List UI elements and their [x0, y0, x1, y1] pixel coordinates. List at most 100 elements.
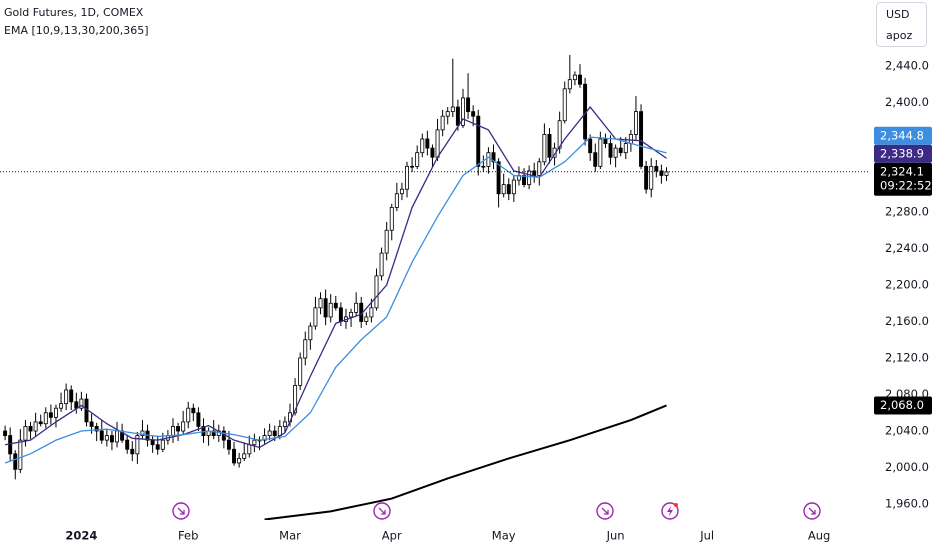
candle-body: [466, 97, 471, 113]
candle-body: [48, 412, 53, 418]
candle-body: [486, 152, 491, 167]
candle-body: [664, 171, 669, 176]
candle-body: [379, 252, 384, 277]
candle-body: [282, 421, 287, 427]
candle-body: [69, 389, 74, 403]
candle-body: [598, 138, 603, 167]
candle-body: [338, 307, 343, 322]
event-icon[interactable]: [172, 502, 190, 520]
candle-body: [450, 106, 455, 113]
x-tick-label: Feb: [178, 529, 198, 543]
candle-body: [125, 439, 130, 450]
candle-body: [171, 426, 175, 436]
candle-body: [104, 435, 109, 441]
candle-body: [140, 430, 145, 436]
candle-body: [323, 298, 328, 318]
x-tick-label: 2024: [65, 529, 97, 543]
y-tick-label: 2,400.0: [885, 95, 929, 109]
candle-body: [94, 426, 99, 432]
candle-body: [89, 421, 94, 427]
candle-body: [537, 161, 542, 176]
currency-box[interactable]: [876, 2, 927, 47]
candle-body: [59, 403, 64, 409]
event-icon[interactable]: [661, 502, 679, 520]
candle-body: [384, 229, 389, 254]
candle-body: [328, 302, 333, 318]
candle-body: [578, 74, 582, 85]
candle-body: [135, 435, 140, 455]
candle-body: [455, 106, 460, 126]
candle-body: [3, 430, 8, 436]
candle-body: [389, 207, 394, 231]
candle-body: [374, 275, 379, 309]
chart-title: Gold Futures, 1D, COMEX: [4, 6, 144, 19]
candle-body: [237, 457, 242, 464]
candle-body: [53, 407, 58, 418]
candle-body: [38, 421, 43, 425]
candle-body: [252, 439, 257, 446]
x-tick-label: Aug: [808, 529, 830, 543]
candle-body: [522, 175, 527, 186]
candle-body: [476, 115, 481, 167]
countdown-label: 09:22:52: [880, 178, 932, 192]
candle-body: [303, 339, 308, 359]
candle-body: [394, 193, 399, 208]
event-icon[interactable]: [373, 502, 391, 520]
x-tick-label: Mar: [279, 529, 301, 543]
candle-body: [28, 426, 33, 432]
candle-body: [64, 389, 69, 405]
y-tick-label: 2,160.0: [885, 314, 929, 328]
y-tick-label: 2,040.0: [885, 424, 929, 438]
candle-body: [191, 407, 196, 414]
series-last-box: [874, 144, 932, 163]
scale-mode[interactable]: apoz: [886, 29, 912, 42]
x-tick-label: Apr: [382, 529, 402, 543]
candle-body: [333, 302, 338, 309]
series-last-label: 2,338.9: [880, 146, 924, 160]
candle-body: [506, 184, 511, 195]
candle-body: [18, 439, 23, 470]
candle-body: [293, 384, 298, 414]
last-price-box: [874, 162, 932, 196]
candle-body: [420, 138, 425, 154]
candle-body: [481, 165, 486, 168]
candle-body: [613, 147, 618, 158]
candle-body: [130, 448, 135, 455]
last-price-label: 2,324.1: [880, 164, 924, 178]
candle-body: [567, 79, 572, 90]
candle-body: [445, 111, 450, 117]
candle-body: [267, 430, 272, 436]
candle-body: [415, 152, 420, 167]
candle-body: [491, 152, 496, 163]
event-icons: [172, 502, 821, 520]
event-icon[interactable]: [596, 502, 614, 520]
candle-body: [8, 435, 13, 455]
candle-body: [440, 115, 445, 131]
event-icon[interactable]: [803, 502, 821, 520]
candle-body: [572, 74, 577, 81]
candle-body: [369, 307, 374, 318]
candle-body: [13, 453, 18, 470]
currency[interactable]: USD: [886, 8, 910, 21]
candle-body: [623, 143, 628, 154]
x-tick-label: Jun: [606, 529, 625, 543]
candle-body: [603, 138, 608, 144]
y-tick-label: 2,440.0: [885, 58, 929, 72]
candle-body: [308, 325, 313, 341]
y-tick-label: 2,000.0: [885, 460, 929, 474]
candle-body: [405, 165, 409, 190]
series-last-label: 2,344.8: [880, 128, 924, 142]
candle-body: [272, 430, 277, 436]
candle-body: [654, 165, 659, 172]
candle-body: [608, 143, 613, 158]
candle-body: [79, 398, 84, 409]
candle-body: [318, 298, 323, 309]
x-tick-label: Jul: [699, 529, 714, 543]
y-tick-label: 2,120.0: [885, 351, 929, 365]
candle-body: [43, 412, 48, 425]
candle-body: [186, 407, 191, 423]
y-tick-label: 2,200.0: [885, 278, 929, 292]
candle-body: [425, 138, 430, 149]
